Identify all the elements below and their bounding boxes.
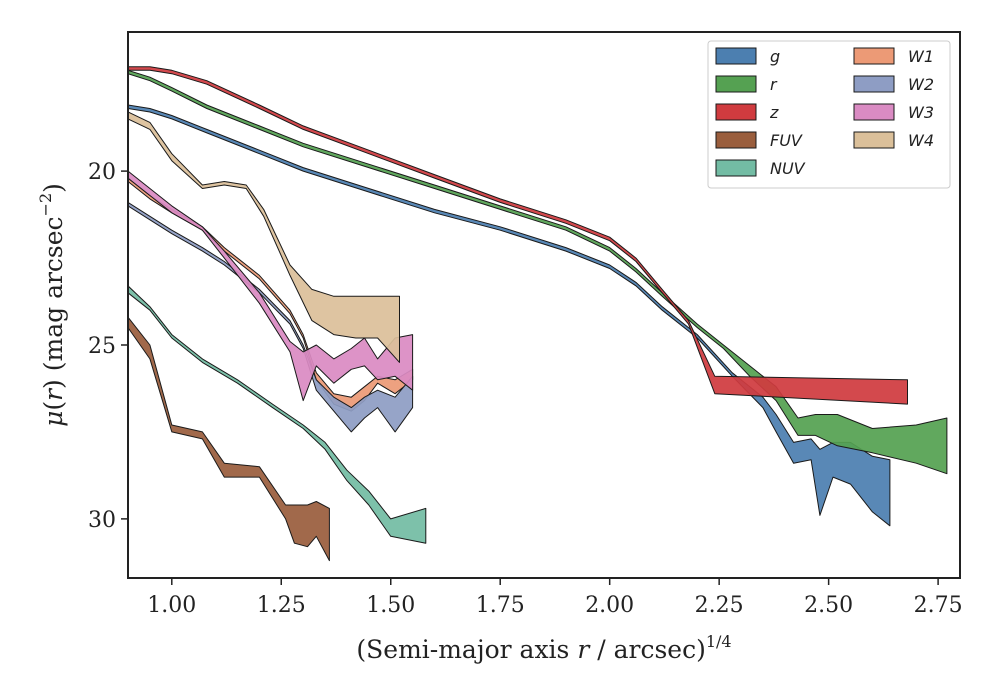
x-tick-label: 2.25 bbox=[695, 593, 744, 618]
legend-swatch-w1 bbox=[853, 47, 895, 65]
y-tick-label: 25 bbox=[88, 334, 116, 359]
legend-label-g: g bbox=[770, 47, 780, 66]
series-layer bbox=[128, 66, 948, 562]
legend-swatch-r bbox=[715, 75, 757, 93]
legend-label-w2: W2 bbox=[908, 75, 934, 94]
x-tick-label: 1.25 bbox=[257, 593, 306, 618]
legend-label-z: z bbox=[769, 103, 779, 122]
x-tick-label: 1.75 bbox=[476, 593, 525, 618]
legend-swatch-w2 bbox=[853, 75, 895, 93]
x-axis-title: (Semi-major axis r / arcsec)1/4 bbox=[356, 632, 731, 664]
legend-label-fuv: FUV bbox=[770, 131, 803, 150]
axes-layer: 1.00 1.25 1.50 1.75 2.00 2.25 2.50 2.75 20 25 30 (S… bbox=[36, 31, 963, 664]
band-w4 bbox=[128, 111, 400, 363]
legend-label-w3: W3 bbox=[908, 103, 934, 122]
legend-swatch-fuv bbox=[715, 131, 757, 149]
band-w1 bbox=[128, 177, 414, 412]
x-tick-label: 2.00 bbox=[585, 593, 634, 618]
x-tick-label: 2.75 bbox=[914, 593, 963, 618]
band-w3 bbox=[128, 170, 414, 402]
legend-label-w1: W1 bbox=[908, 47, 934, 66]
x-tick-label: 1.50 bbox=[366, 593, 415, 618]
legend-label-nuv: NUV bbox=[770, 159, 806, 178]
band-z bbox=[128, 66, 908, 405]
legend: grz FUV NUV W1 W2 W3 W4 bbox=[707, 40, 951, 189]
legend-swatch-z bbox=[715, 103, 757, 121]
legend-swatch-nuv bbox=[715, 159, 757, 177]
legend-swatch-w4 bbox=[853, 131, 895, 149]
legend-swatch-w3 bbox=[853, 103, 895, 121]
y-tick-label: 20 bbox=[88, 160, 116, 185]
legend-label-w4: W4 bbox=[908, 131, 934, 150]
legend-swatch-g bbox=[715, 47, 757, 65]
band-r bbox=[128, 69, 948, 475]
legend-label-r: r bbox=[770, 75, 778, 94]
band-nuv bbox=[128, 285, 427, 544]
y-axis-title: μ(r) (mag arcsec−2) bbox=[36, 183, 68, 427]
band-fuv bbox=[128, 316, 330, 562]
band-w2 bbox=[128, 201, 414, 433]
x-tick-label: 1.00 bbox=[147, 593, 196, 618]
x-tick-label: 2.50 bbox=[804, 593, 853, 618]
plot-frame bbox=[127, 31, 961, 579]
y-tick-label: 30 bbox=[88, 508, 116, 533]
band-g bbox=[128, 104, 891, 527]
